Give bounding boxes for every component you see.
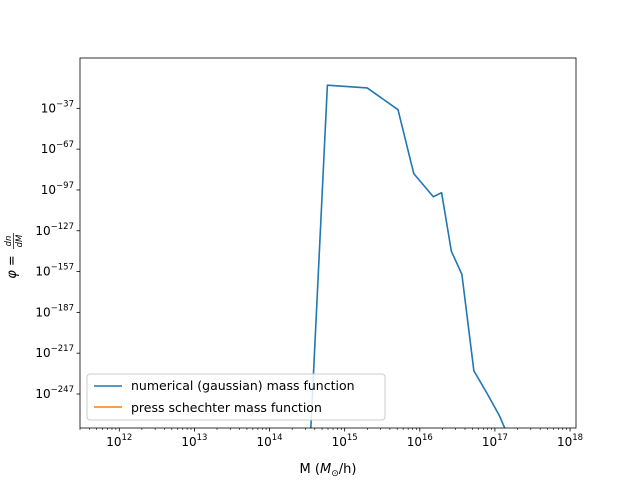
y-axis-label: φ = dn dM [4,233,25,279]
plot-area [310,84,506,428]
y-label-phi: φ = [5,255,20,279]
legend-label-numerical: numerical (gaussian) mass function [131,378,355,393]
legend-box [86,373,386,421]
x-axis-label: M (M⊙/h) [300,462,357,479]
y-label-denominator: dM [15,234,25,247]
series-line-numerical [310,84,506,428]
legend-label-press-schechter: press schechter mass function [131,400,322,415]
legend: numerical (gaussian) mass function press… [86,373,386,421]
axes-frame [79,57,577,429]
y-label-numerator: dn [4,236,14,247]
